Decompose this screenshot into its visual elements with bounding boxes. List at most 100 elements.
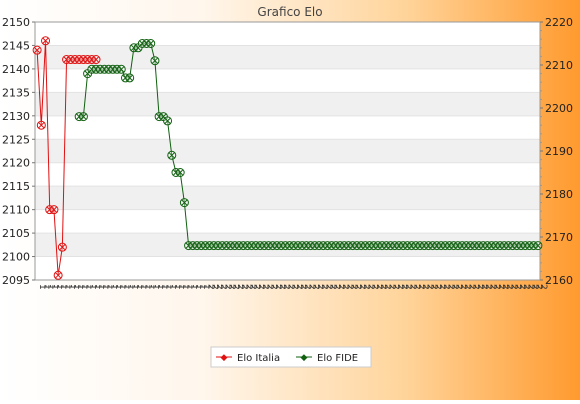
x-tick-label: 2 (529, 284, 539, 290)
x-tick-label: 2 (450, 284, 460, 290)
point-cross (38, 122, 45, 129)
point-cross (147, 40, 154, 47)
x-tick-label: 1 (193, 284, 203, 290)
x-tick-label: 2 (433, 284, 443, 290)
x-tick-label: 2 (269, 284, 279, 290)
data-point-elo-fide (163, 116, 173, 126)
x-tick-label: 2 (319, 284, 329, 290)
data-point-elo-fide (146, 39, 156, 48)
x-tick-label: 2 (231, 284, 241, 290)
x-tick-label: 2 (462, 284, 472, 290)
y-axis-right: 2160 2170 2180 2190 2200 2210 2220 (540, 16, 573, 287)
data-point-elo-fide (116, 64, 126, 74)
data-point-elo-fide (175, 168, 185, 177)
x-tick-label: 2 (306, 284, 316, 290)
data-point-elo-fide (78, 112, 88, 122)
grid-band (35, 162, 540, 187)
data-point-elo-fide (167, 150, 177, 160)
point-cross (126, 75, 133, 81)
x-tick-label: 2 (332, 284, 342, 290)
x-tick-label: 2 (315, 284, 325, 290)
x-tick-label: 2 (407, 284, 417, 290)
data-point-elo-italia (36, 120, 46, 130)
x-tick-label: 2 (264, 284, 274, 290)
x-tick-label: 2 (521, 284, 531, 290)
x-tick-label: 1 (41, 284, 51, 290)
x-tick-label: 2 (513, 284, 523, 290)
x-tick-label: 2 (391, 284, 401, 290)
x-tick-label: 1 (113, 284, 123, 290)
x-tick-label: 1 (96, 284, 106, 290)
x-tick-label: 2 (361, 284, 371, 290)
grid-band (35, 92, 540, 116)
x-tick-label: 2 (298, 284, 308, 290)
x-tick-label: 2 (445, 284, 455, 290)
x-tick-label: 2 (534, 284, 544, 290)
data-point-elo-italia (53, 270, 63, 280)
x-tick-label: 2 (525, 284, 535, 290)
point-cross (80, 113, 87, 120)
point-cross (168, 152, 175, 159)
x-tick-label: 1 (46, 284, 56, 290)
x-tick-label: 1 (184, 284, 194, 290)
x-tick-label: 2 (382, 284, 392, 290)
y-left-tick-label: 2120 (2, 157, 30, 170)
x-tick-label: 1 (168, 284, 178, 290)
data-point-elo-fide (125, 73, 135, 83)
y-right-tick-label: 2200 (545, 102, 573, 115)
x-tick-label: 2 (492, 284, 502, 290)
legend-box (210, 346, 372, 368)
x-tick-label: 2 (218, 284, 228, 290)
x-tick-label: 1 (201, 284, 211, 290)
x-tick-label: 1 (134, 284, 144, 290)
x-tick-label: 2 (248, 284, 258, 290)
point-cross (93, 56, 99, 63)
x-tick-label: 2 (273, 284, 283, 290)
y-right-tick-label: 2210 (545, 59, 573, 72)
x-tick-label: 2 (374, 284, 384, 290)
data-point-elo-italia (91, 55, 101, 65)
y-right-tick-label: 2160 (545, 274, 573, 287)
x-tick-label: 1 (142, 284, 152, 290)
x-tick-label: 2 (222, 284, 232, 290)
x-axis-ticks: 1111111111111111111111111111111111111111… (37, 284, 548, 290)
x-tick-label: 2 (458, 284, 468, 290)
x-tick-label: 2 (243, 284, 253, 290)
x-tick-label: 2 (357, 284, 367, 290)
data-point-elo-italia (49, 205, 59, 215)
x-tick-label: 2 (323, 284, 333, 290)
x-tick-label: 2 (302, 284, 312, 290)
x-tick-label: 2 (395, 284, 405, 290)
x-tick-label: 1 (117, 284, 127, 290)
x-tick-label: 1 (104, 284, 114, 290)
point-cross (535, 242, 541, 249)
x-tick-label: 1 (151, 284, 161, 290)
x-tick-label: 1 (67, 284, 77, 290)
grid-band (35, 139, 540, 163)
x-tick-label: 2 (483, 284, 493, 290)
point-cross (181, 199, 188, 206)
y-left-tick-label: 2110 (2, 204, 30, 217)
x-tick-label: 1 (130, 284, 140, 290)
y-left-tick-label: 2115 (2, 180, 30, 193)
grid-band (35, 209, 540, 234)
x-tick-label: 1 (125, 284, 135, 290)
x-tick-label: 2 (412, 284, 422, 290)
x-tick-label: 1 (92, 284, 102, 290)
point-cross (177, 169, 184, 176)
point-cross (160, 113, 167, 120)
y-right-tick-label: 2180 (545, 188, 573, 201)
y-right-tick-label: 2220 (545, 16, 573, 29)
x-tick-label: 2 (370, 284, 380, 290)
x-tick-label: 2 (210, 284, 220, 290)
x-tick-label: 2 (428, 284, 438, 290)
x-tick-label: 2 (441, 284, 451, 290)
x-tick-label: 2 (226, 284, 236, 290)
y-left-tick-label: 2100 (2, 251, 30, 264)
grid-band (35, 186, 540, 210)
y-left-tick-label: 2095 (2, 274, 30, 287)
grid-band (35, 233, 540, 257)
x-tick-label: 2 (336, 284, 346, 290)
y-left-tick-label: 2145 (2, 39, 30, 52)
